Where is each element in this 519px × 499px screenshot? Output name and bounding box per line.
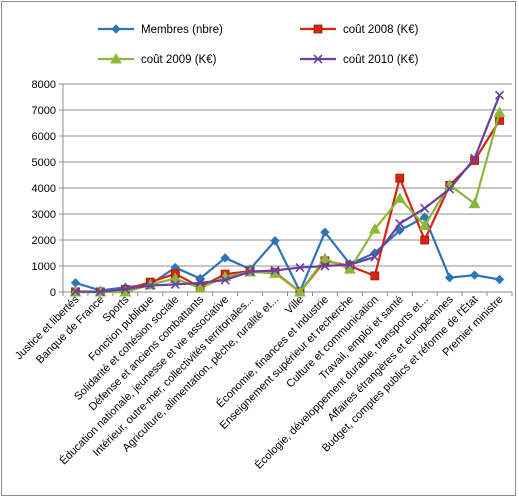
legend-swatch-marker bbox=[111, 24, 121, 34]
data-point bbox=[270, 236, 280, 246]
marker-stroke bbox=[195, 278, 205, 288]
data-point bbox=[420, 203, 430, 213]
series-line bbox=[75, 94, 501, 293]
data-point bbox=[169, 272, 182, 283]
marker-stroke bbox=[145, 280, 155, 291]
data-point bbox=[420, 235, 430, 245]
legend: Membres (nbre) coût 2008 (K€) coût 2009 (K… bbox=[98, 24, 419, 66]
data-point bbox=[345, 260, 355, 270]
data-point bbox=[320, 261, 330, 271]
legend-label: Membres (nbre) bbox=[141, 24, 223, 36]
marker-stroke bbox=[95, 287, 105, 297]
y-tick-label: 0 bbox=[50, 287, 56, 299]
data-point bbox=[319, 252, 331, 264]
y-tick-label: 8000 bbox=[32, 79, 56, 91]
data-point bbox=[320, 227, 330, 237]
legend-swatch-marker bbox=[313, 24, 323, 34]
data-point bbox=[493, 106, 506, 118]
legend-item: Membres (nbre) bbox=[98, 24, 223, 36]
axes bbox=[59, 83, 513, 296]
data-point bbox=[395, 225, 405, 236]
data-point bbox=[445, 184, 455, 194]
data-point bbox=[120, 284, 130, 294]
y-tick-label: 5000 bbox=[32, 157, 56, 169]
series-group bbox=[69, 90, 506, 297]
legend-item: coût 2009 (K€) bbox=[98, 52, 217, 66]
data-point bbox=[195, 278, 205, 288]
legend-label: coût 2010 (K€) bbox=[343, 54, 419, 66]
series-line bbox=[75, 216, 500, 293]
data-point bbox=[470, 153, 480, 163]
legend-label: coût 2009 (K€) bbox=[141, 54, 217, 66]
data-point bbox=[393, 192, 406, 203]
marker-stroke bbox=[270, 265, 280, 275]
marker-stroke bbox=[445, 184, 455, 194]
marker-stroke bbox=[345, 260, 355, 270]
y-tick-label: 7000 bbox=[32, 105, 56, 117]
data-point bbox=[494, 90, 505, 100]
marker-stroke bbox=[420, 203, 430, 213]
y-tick-label: 3000 bbox=[32, 209, 56, 221]
data-point bbox=[494, 274, 505, 285]
data-point bbox=[468, 197, 481, 209]
marker-stroke bbox=[470, 153, 480, 163]
legend-item: coût 2010 (K€) bbox=[300, 54, 419, 66]
marker-stroke bbox=[295, 262, 305, 273]
data-point bbox=[70, 286, 81, 297]
data-point bbox=[395, 219, 405, 229]
y-tick-label: 4000 bbox=[32, 183, 56, 195]
marker-stroke bbox=[120, 284, 130, 294]
x-tick-label: Écologie, développement durable, transpo… bbox=[252, 293, 431, 472]
data-point bbox=[145, 280, 155, 291]
legend-item: coût 2008 (K€) bbox=[300, 24, 419, 36]
data-point bbox=[395, 173, 405, 183]
marker-stroke bbox=[320, 261, 330, 271]
tick-labels: 010002000300040005000600070008000Justice… bbox=[13, 79, 506, 472]
marker-stroke bbox=[170, 279, 180, 290]
data-point bbox=[344, 263, 356, 274]
data-point bbox=[368, 223, 381, 234]
data-point bbox=[418, 219, 431, 230]
data-point bbox=[170, 279, 180, 290]
data-point bbox=[194, 282, 207, 293]
data-point bbox=[70, 278, 81, 288]
gridlines bbox=[63, 83, 512, 293]
data-point bbox=[370, 252, 380, 262]
data-point bbox=[444, 272, 455, 283]
legend-label: coût 2008 (K€) bbox=[343, 24, 419, 36]
data-point bbox=[245, 267, 255, 277]
data-point bbox=[270, 265, 280, 275]
data-point bbox=[295, 262, 305, 273]
data-point bbox=[95, 287, 105, 297]
data-point bbox=[469, 270, 480, 280]
y-tick-label: 6000 bbox=[32, 131, 56, 143]
series-4 bbox=[70, 90, 505, 297]
marker-stroke bbox=[494, 90, 505, 100]
marker-stroke bbox=[245, 267, 255, 277]
legend-swatch-marker bbox=[110, 52, 122, 64]
y-tick-label: 1000 bbox=[32, 261, 56, 273]
data-point bbox=[370, 271, 380, 281]
marker-stroke bbox=[370, 252, 380, 262]
data-point bbox=[220, 275, 230, 285]
data-point bbox=[220, 253, 230, 263]
marker-stroke bbox=[220, 275, 230, 285]
y-tick-label: 2000 bbox=[32, 235, 56, 247]
marker-stroke bbox=[313, 54, 323, 64]
marker-stroke bbox=[395, 219, 405, 229]
data-point bbox=[294, 285, 306, 297]
marker-stroke bbox=[70, 286, 81, 297]
legend-swatch-marker bbox=[313, 54, 323, 64]
